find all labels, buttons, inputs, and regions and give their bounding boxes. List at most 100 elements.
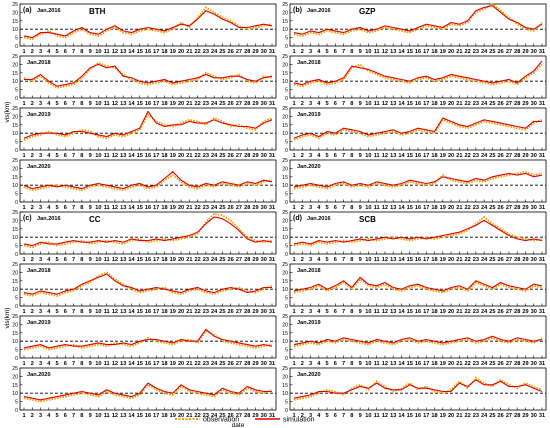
panel-12-xtick-label-17: 17	[423, 257, 429, 263]
panel-10-xtick-label-27: 27	[236, 361, 242, 367]
panel-9-xtick-label-15: 15	[137, 309, 143, 315]
panel-14-xtick-label-5: 5	[326, 361, 329, 367]
panel-4-xtick-label-1: 1	[292, 49, 295, 55]
panel-0-xtick-label-26: 26	[228, 49, 234, 55]
panel-1-xtick-label-25: 25	[219, 101, 225, 107]
panel-6-frame	[289, 107, 547, 151]
panel-15-xtick-label-24: 24	[481, 413, 488, 419]
panel-9-series-observation	[23, 271, 273, 297]
panel-4-xtick-label-8: 8	[350, 49, 353, 55]
panel-5-xtick-label-11: 11	[374, 101, 380, 107]
panel-8-xtick-label-15: 15	[137, 257, 143, 263]
panel-5-xtick-label-10: 10	[365, 101, 371, 107]
panel-13-ytick-label-20: 20	[282, 270, 288, 276]
panel-4-series-observation	[293, 2, 543, 37]
panel-3-xtick-label-31: 31	[269, 205, 275, 211]
panel-13-xtick-label-7: 7	[342, 309, 345, 315]
panel-8-xtick-label-29: 29	[252, 257, 258, 263]
panel-10-xtick-label-24: 24	[211, 361, 218, 367]
panel-1-xtick-label-8: 8	[80, 101, 83, 107]
panel-10-xtick-label-11: 11	[104, 361, 110, 367]
panel-15-ytick-label-20: 20	[282, 374, 288, 380]
panel-0-xtick-label-9: 9	[89, 49, 92, 55]
panel-6-xtick-label-23: 23	[473, 153, 479, 159]
panel-13-ytick-label-10: 10	[282, 287, 288, 293]
panel-10-xtick-label-8: 8	[80, 361, 83, 367]
panel-15-xtick-label-16: 16	[415, 413, 421, 419]
panel-0-series-observation	[23, 6, 273, 41]
panel-13-xtick-label-26: 26	[498, 309, 504, 315]
panel-7-xtick-label-5: 5	[326, 205, 329, 211]
panel-10-xtick-label-3: 3	[39, 361, 42, 367]
panel-8-xtick-label-1: 1	[22, 257, 25, 263]
panel-12-xtick-label-15: 15	[407, 257, 413, 263]
panel-14-xtick-label-29: 29	[522, 361, 528, 367]
panel-15-xtick-label-27: 27	[506, 413, 512, 419]
panel-12-period: Jan.2016	[307, 216, 331, 222]
panel-5-ytick-label-25: 25	[282, 54, 288, 60]
panel-10-ytick-label-0: 0	[15, 356, 18, 362]
panel-6-ytick-label-15: 15	[282, 123, 288, 129]
panel-3-xtick-label-19: 19	[170, 205, 176, 211]
panel-7-xtick-label-17: 17	[423, 205, 429, 211]
panel-1-xtick-label-28: 28	[244, 101, 250, 107]
panel-4-xtick-label-25: 25	[489, 49, 495, 55]
panel-13-xtick-label-30: 30	[531, 309, 537, 315]
panel-8-xtick-label-31: 31	[269, 257, 275, 263]
panel-8-xtick-label-12: 12	[112, 257, 118, 263]
panel-7-ytick-label-10: 10	[282, 183, 288, 189]
panel-14-frame	[289, 315, 547, 359]
panel-9-xtick-label-1: 1	[22, 309, 25, 315]
panel-13-xtick-label-6: 6	[334, 309, 337, 315]
panel-5-frame	[289, 55, 547, 99]
panel-2-xtick-label-5: 5	[56, 153, 59, 159]
panel-8-xtick-label-4: 4	[47, 257, 51, 263]
panel-13-xtick-label-3: 3	[309, 309, 312, 315]
panel-0-period: Jan.2016	[37, 8, 61, 14]
panel-11-ytick-label-0: 0	[15, 408, 18, 414]
panel-15-xtick-label-2: 2	[301, 413, 304, 419]
panel-6-xtick-label-26: 26	[498, 153, 504, 159]
panel-10-xtick-label-30: 30	[261, 361, 267, 367]
panel-5-ytick-label-15: 15	[282, 71, 288, 77]
panel-14-xtick-label-9: 9	[359, 361, 362, 367]
panel-3-xtick-label-7: 7	[72, 205, 75, 211]
panel-14-xtick-label-12: 12	[382, 361, 388, 367]
panel-1-xtick-label-15: 15	[137, 101, 143, 107]
panel-8-ytick-label-0: 0	[15, 252, 18, 258]
panel-5-ytick-label-20: 20	[282, 62, 288, 68]
panel-8-xtick-label-3: 3	[39, 257, 42, 263]
panel-3-xtick-label-22: 22	[194, 205, 200, 211]
panel-13-series-simulation	[293, 276, 543, 292]
panel-12-ytick-label-0: 0	[285, 252, 288, 258]
panel-7-xtick-label-11: 11	[374, 205, 380, 211]
panel-15-xtick-label-19: 19	[440, 413, 446, 419]
panel-8-xtick-label-28: 28	[244, 257, 250, 263]
panel-4-xtick-label-26: 26	[498, 49, 504, 55]
panel-10-xtick-label-12: 12	[112, 361, 118, 367]
panel-5-xtick-label-9: 9	[359, 101, 362, 107]
panel-9-xtick-label-14: 14	[128, 309, 135, 315]
panel-7-xtick-label-2: 2	[301, 205, 304, 211]
panel-7-xtick-label-1: 1	[292, 205, 295, 211]
panel-0-xtick-label-21: 21	[186, 49, 192, 55]
panel-1-xtick-label-22: 22	[194, 101, 200, 107]
panel-7-xtick-label-14: 14	[398, 205, 405, 211]
panel-13-xtick-label-27: 27	[506, 309, 512, 315]
panel-8-ytick-label-5: 5	[15, 244, 18, 250]
panel-14-ytick-label-15: 15	[282, 331, 288, 337]
panel-8-xtick-label-17: 17	[153, 257, 159, 263]
panel-2-xtick-label-7: 7	[72, 153, 75, 159]
panel-14-xtick-label-26: 26	[498, 361, 504, 367]
panel-12-xtick-label-1: 1	[292, 257, 295, 263]
panel-0-xtick-label-18: 18	[161, 49, 167, 55]
panel-6-ytick-label-25: 25	[282, 106, 288, 112]
panel-0-xtick-label-17: 17	[153, 49, 159, 55]
panel-3-ytick-label-0: 0	[15, 200, 18, 206]
panel-14-xtick-label-21: 21	[456, 361, 462, 367]
panel-12-xtick-label-20: 20	[448, 257, 454, 263]
panel-14-xtick-label-31: 31	[539, 361, 545, 367]
panel-4-ytick-label-0: 0	[285, 44, 288, 50]
